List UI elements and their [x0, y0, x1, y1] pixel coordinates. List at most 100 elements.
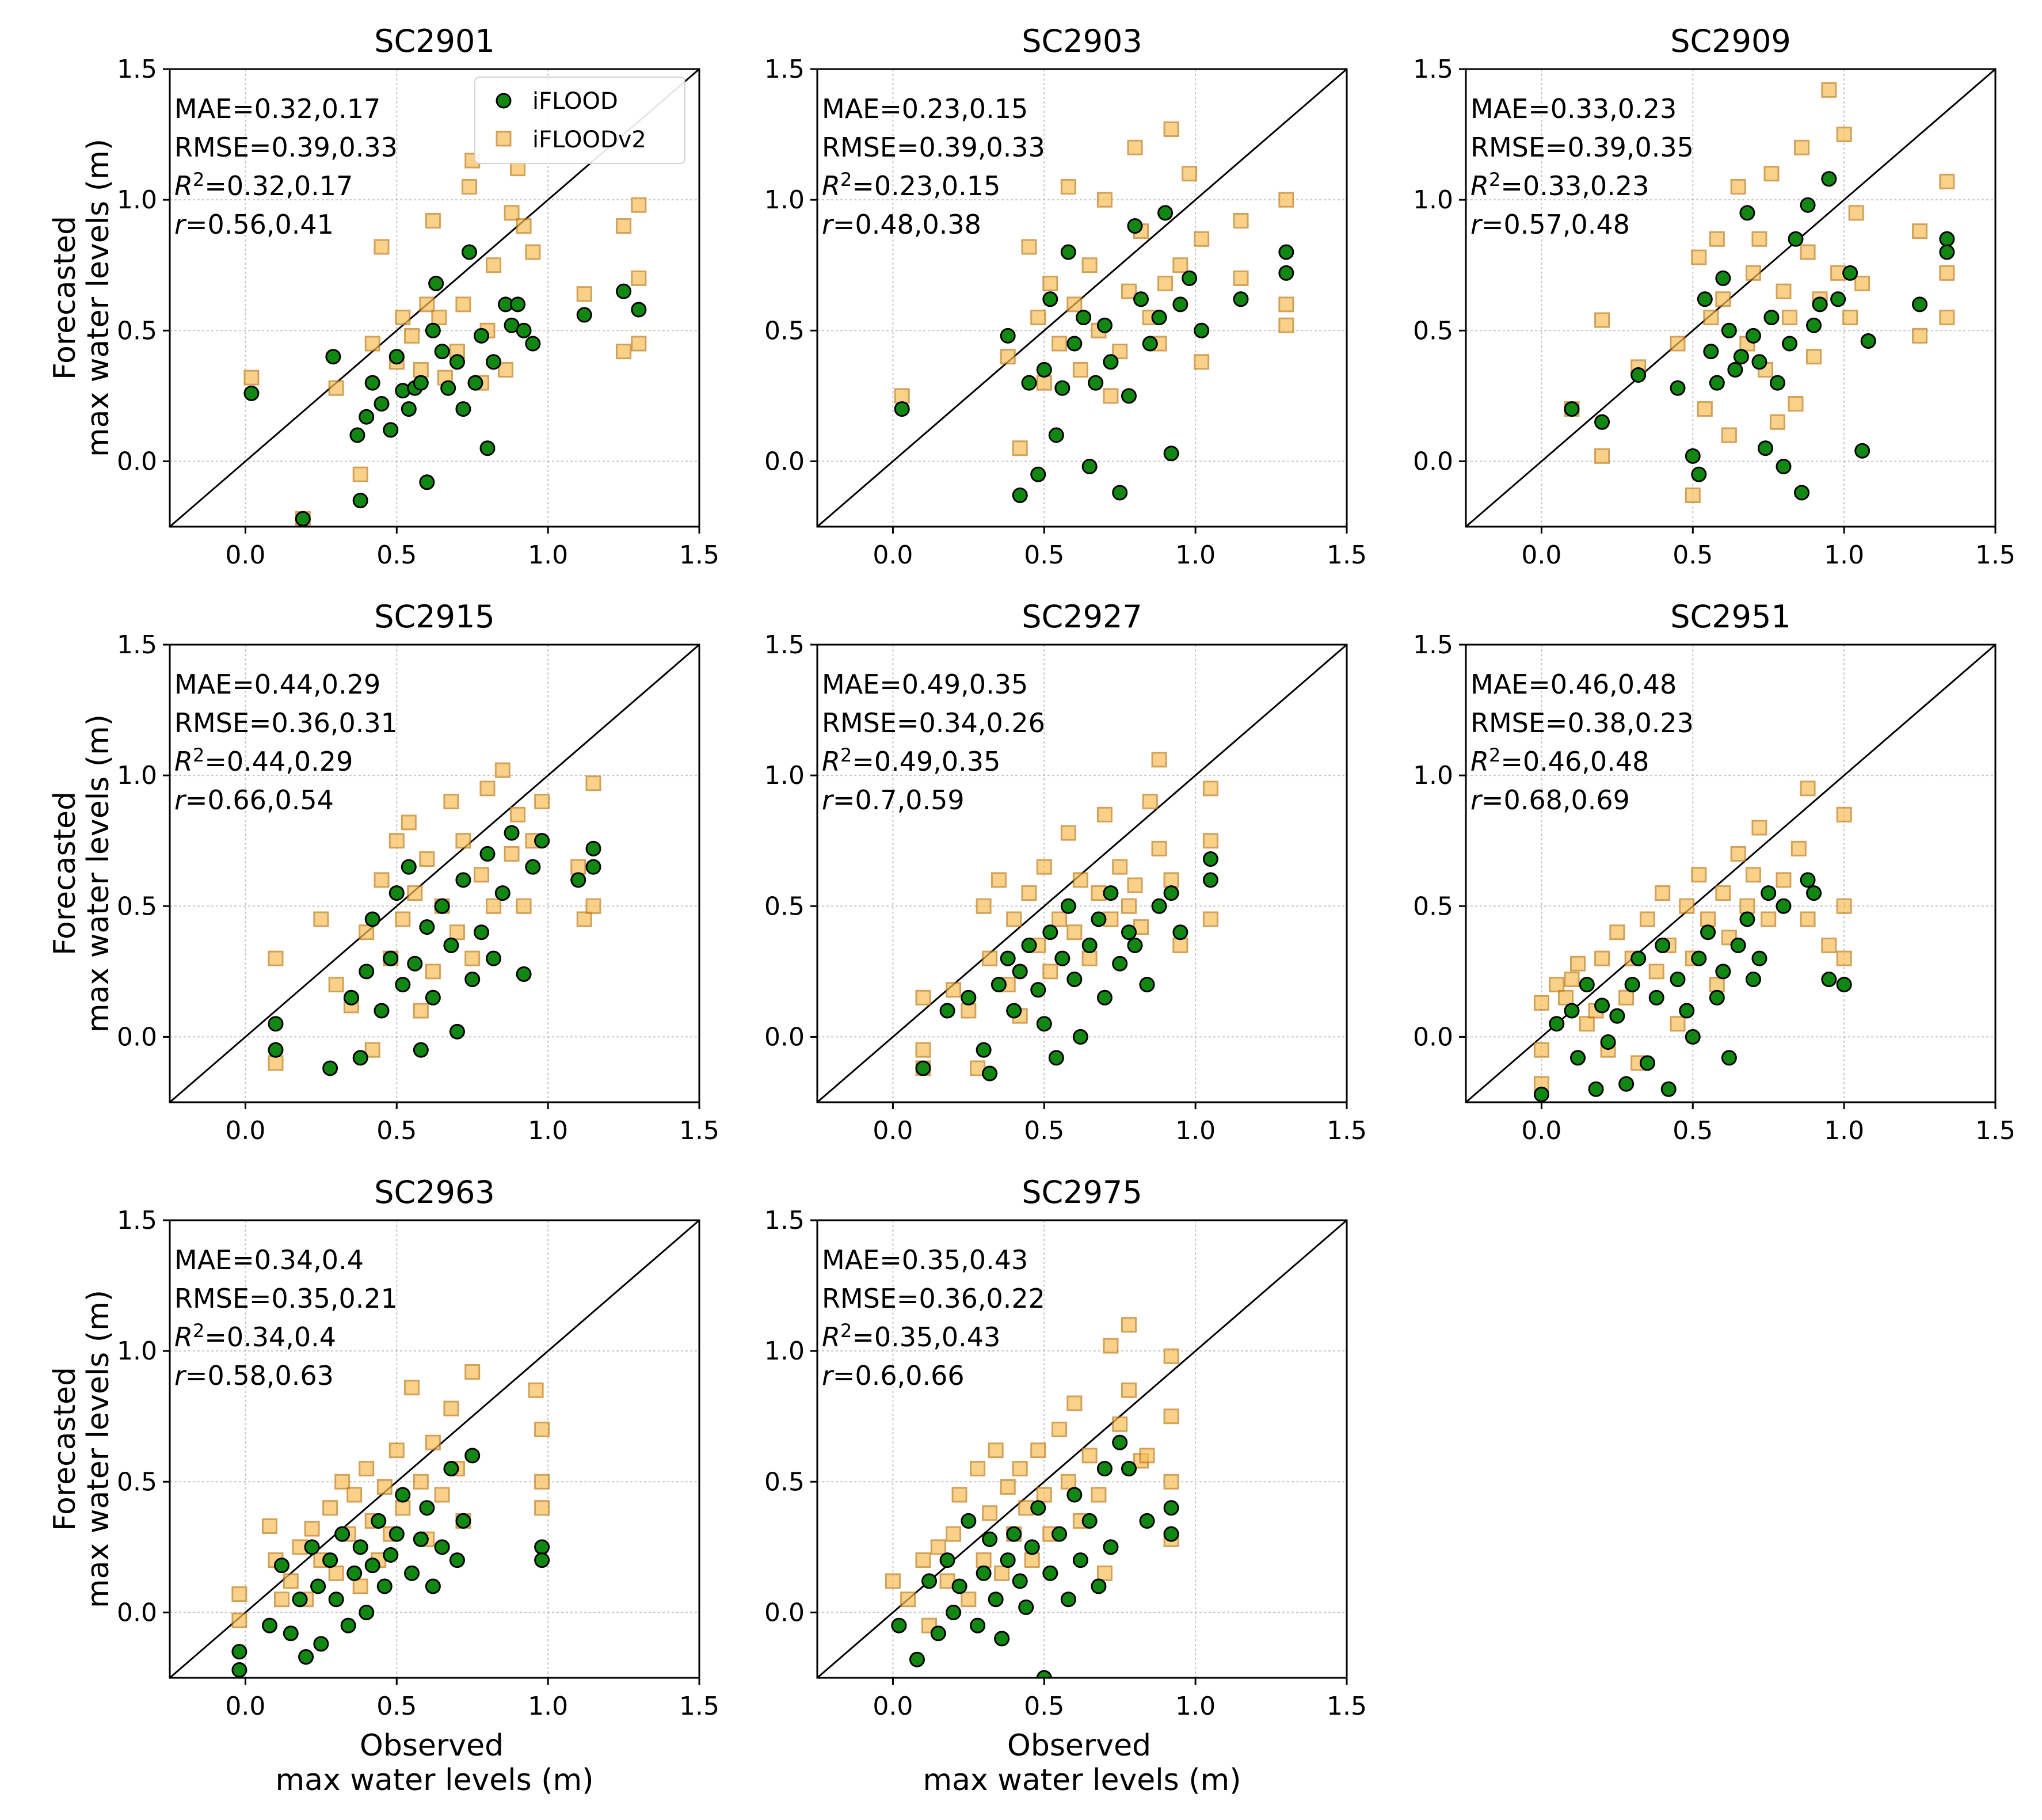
point-iFLOODv2	[616, 218, 632, 234]
point-iFLOODv2	[374, 239, 390, 255]
point-iFLOOD	[1794, 485, 1810, 501]
point-iFLOODv2	[534, 794, 550, 810]
point-iFLOOD	[891, 1617, 907, 1634]
point-iFLOODv2	[1163, 872, 1179, 888]
point-iFLOOD	[364, 1558, 380, 1574]
point-iFLOODv2	[443, 794, 459, 810]
point-iFLOODv2	[1172, 257, 1188, 273]
point-iFLOOD	[283, 1625, 299, 1642]
point-iFLOOD	[1739, 205, 1755, 221]
point-iFLOOD	[1579, 977, 1595, 993]
stat-label: RMSE=0.39,0.35	[1470, 132, 1694, 163]
point-iFLOODv2	[1836, 950, 1852, 966]
point-iFLOOD	[1021, 375, 1037, 391]
point-iFLOOD	[1048, 1050, 1064, 1066]
point-iFLOOD	[479, 846, 496, 862]
y-tick-label: 1.5	[764, 55, 805, 84]
point-iFLOOD	[310, 1578, 326, 1594]
x-axis-title: Observed max water levels (m)	[923, 1728, 1241, 1798]
point-iFLOOD	[443, 1461, 459, 1477]
point-iFLOODv2	[976, 1552, 992, 1568]
point-iFLOOD	[1763, 310, 1780, 326]
point-iFLOODv2	[1151, 752, 1167, 768]
point-iFLOODv2	[1648, 964, 1664, 980]
point-iFLOOD	[340, 1617, 356, 1634]
point-iFLOOD	[464, 1448, 481, 1464]
point-iFLOOD	[346, 1565, 363, 1581]
point-iFLOODv2	[1060, 178, 1076, 195]
x-tick-label: 0.0	[225, 540, 265, 570]
point-iFLOODv2	[1800, 244, 1816, 260]
point-iFLOODv2	[376, 1479, 393, 1495]
point-iFLOOD	[359, 964, 375, 980]
stat-label: RMSE=0.35,0.21	[174, 1283, 398, 1314]
point-iFLOOD	[1182, 270, 1198, 286]
point-iFLOODv2	[1715, 291, 1731, 307]
point-iFLOOD	[434, 898, 450, 914]
y-tick-label: 0.0	[117, 447, 157, 476]
point-iFLOOD	[268, 1042, 284, 1058]
point-iFLOOD	[939, 1003, 955, 1019]
point-iFLOODv2	[516, 218, 532, 234]
point-iFLOOD	[374, 1003, 390, 1019]
y-tick-label: 1.5	[764, 630, 805, 660]
point-iFLOODv2	[1821, 937, 1837, 953]
point-iFLOOD	[516, 966, 532, 982]
legend-marker-iFLOOD	[496, 93, 512, 109]
point-iFLOOD	[1588, 1081, 1604, 1097]
point-iFLOODv2	[528, 1382, 544, 1398]
point-iFLOOD	[364, 375, 380, 391]
point-iFLOOD	[1782, 336, 1798, 352]
stat-label: RMSE=0.34,0.26	[822, 707, 1045, 738]
point-iFLOODv2	[1278, 317, 1294, 333]
points-SC2903	[894, 121, 1294, 503]
x-axis-title: Observed max water levels (m)	[275, 1728, 593, 1798]
y-tick-label: 0.0	[764, 447, 805, 476]
point-iFLOOD	[1776, 459, 1792, 475]
point-iFLOOD	[1121, 1461, 1137, 1477]
point-iFLOODv2	[1721, 930, 1737, 946]
point-iFLOOD	[401, 401, 417, 417]
x-tick-label: 1.0	[1175, 1116, 1216, 1145]
point-iFLOOD	[990, 977, 1007, 993]
point-iFLOOD	[1112, 485, 1128, 501]
point-iFLOOD	[425, 1578, 441, 1594]
point-iFLOODv2	[1030, 310, 1046, 326]
point-iFLOODv2	[1081, 950, 1098, 966]
point-iFLOOD	[352, 493, 368, 509]
x-tick-label: 1.5	[679, 540, 719, 570]
point-iFLOODv2	[274, 1591, 290, 1608]
point-iFLOOD	[1021, 937, 1037, 953]
point-iFLOOD	[1121, 388, 1137, 404]
x-tick-label: 0.5	[1673, 540, 1713, 570]
point-iFLOODv2	[1000, 1479, 1016, 1495]
y-tick-label: 1.5	[764, 1206, 805, 1235]
point-iFLOODv2	[1157, 276, 1174, 292]
point-iFLOODv2	[1163, 121, 1179, 137]
point-iFLOODv2	[1794, 139, 1810, 155]
point-iFLOODv2	[1570, 955, 1586, 972]
point-iFLOOD	[425, 989, 441, 1006]
point-iFLOODv2	[946, 982, 962, 998]
y-tick-label: 1.0	[1413, 185, 1453, 215]
point-iFLOOD	[1112, 955, 1128, 972]
point-iFLOOD	[325, 349, 341, 365]
point-iFLOODv2	[1042, 964, 1058, 980]
axes-frame	[169, 644, 700, 1103]
point-iFLOODv2	[395, 911, 411, 927]
stat-label: R2=0.33,0.23	[1470, 169, 1649, 201]
point-iFLOOD	[1842, 265, 1858, 281]
point-iFLOODv2	[374, 872, 390, 888]
point-iFLOODv2	[395, 310, 411, 326]
axes-frame	[169, 1219, 700, 1679]
y-tick-label: 0.5	[117, 892, 157, 921]
point-iFLOODv2	[990, 872, 1007, 888]
point-iFLOOD	[1733, 349, 1749, 365]
point-iFLOODv2	[1912, 223, 1928, 239]
point-iFLOODv2	[1036, 1487, 1052, 1503]
y-axis-title: Forecastedmax water levels (m)	[48, 1290, 116, 1608]
x-tick-label: 0.0	[873, 540, 913, 570]
y-tick-label: 0.0	[1413, 1022, 1453, 1052]
point-iFLOOD	[951, 1578, 967, 1594]
point-iFLOOD	[1821, 971, 1837, 987]
